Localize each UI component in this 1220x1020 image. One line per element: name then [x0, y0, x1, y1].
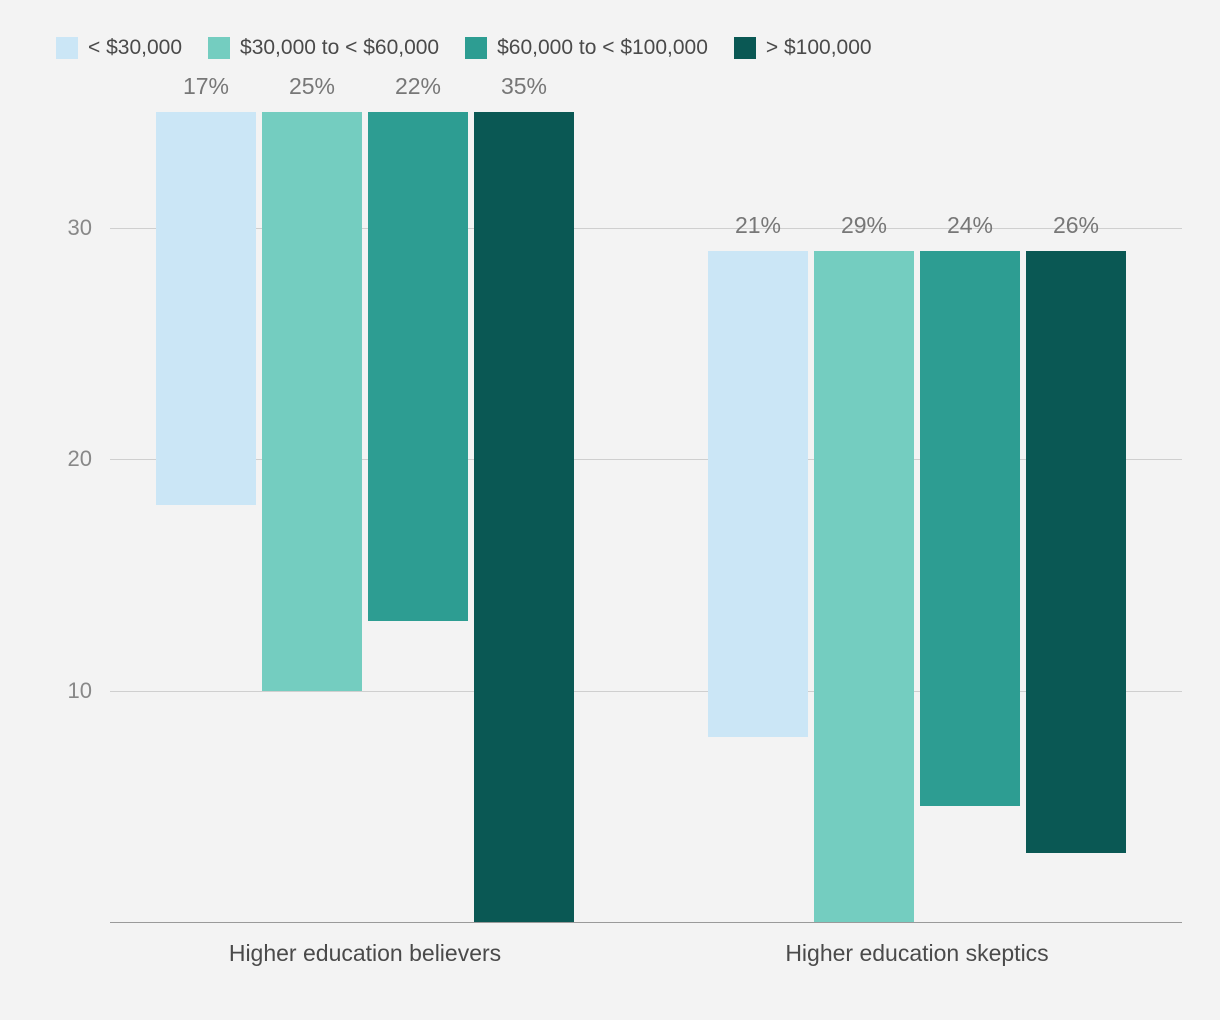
- legend-label: < $30,000: [88, 36, 182, 60]
- x-axis-line: [110, 922, 1182, 923]
- legend-label: $60,000 to < $100,000: [497, 36, 708, 60]
- legend-label: > $100,000: [766, 36, 872, 60]
- y-axis-tick-label: 30: [68, 215, 92, 241]
- legend-swatch: [465, 37, 487, 59]
- bar: 35%: [474, 112, 574, 922]
- plot-area: 10203017%25%22%35%Higher education belie…: [110, 112, 1182, 922]
- legend-swatch: [208, 37, 230, 59]
- bar-value-label: 24%: [947, 212, 993, 239]
- legend-item: > $100,000: [734, 36, 872, 60]
- y-axis-tick-label: 20: [68, 446, 92, 472]
- bar: 24%: [920, 251, 1020, 806]
- bar-fill: [474, 112, 574, 922]
- bar: 26%: [1026, 251, 1126, 853]
- bar-value-label: 22%: [395, 73, 441, 100]
- bar-group: 17%25%22%35%Higher education believers: [156, 112, 574, 922]
- bar: 22%: [368, 112, 468, 621]
- chart-container: < $30,000 $30,000 to < $60,000 $60,000 t…: [0, 0, 1220, 1020]
- bar: 21%: [708, 251, 808, 737]
- bar-value-label: 35%: [501, 73, 547, 100]
- bar: 25%: [262, 112, 362, 691]
- legend-item: $30,000 to < $60,000: [208, 36, 439, 60]
- bar-group: 21%29%24%26%Higher education skeptics: [708, 251, 1126, 922]
- bar-fill: [156, 112, 256, 505]
- y-axis-tick-label: 10: [68, 678, 92, 704]
- bar-fill: [920, 251, 1020, 806]
- bar-fill: [368, 112, 468, 621]
- bar: 29%: [814, 251, 914, 922]
- bar-value-label: 25%: [289, 73, 335, 100]
- bar-fill: [814, 251, 914, 922]
- bar-fill: [262, 112, 362, 691]
- bar-fill: [708, 251, 808, 737]
- bar-fill: [1026, 251, 1126, 853]
- legend-item: < $30,000: [56, 36, 182, 60]
- bar-value-label: 17%: [183, 73, 229, 100]
- bar-value-label: 26%: [1053, 212, 1099, 239]
- bar-value-label: 29%: [841, 212, 887, 239]
- legend-swatch: [56, 37, 78, 59]
- legend-label: $30,000 to < $60,000: [240, 36, 439, 60]
- legend: < $30,000 $30,000 to < $60,000 $60,000 t…: [56, 36, 872, 60]
- bar-value-label: 21%: [735, 212, 781, 239]
- x-axis-category-label: Higher education believers: [229, 940, 501, 967]
- bar: 17%: [156, 112, 256, 505]
- legend-item: $60,000 to < $100,000: [465, 36, 708, 60]
- x-axis-category-label: Higher education skeptics: [785, 940, 1048, 967]
- legend-swatch: [734, 37, 756, 59]
